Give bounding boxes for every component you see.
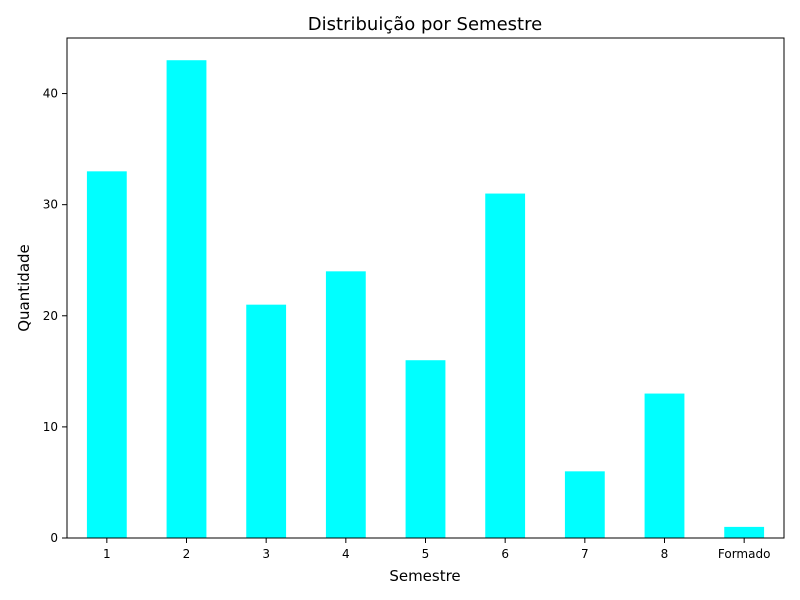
- x-tick-label: 2: [183, 547, 191, 561]
- bar-4: [325, 271, 366, 538]
- x-tick-label: Formado: [718, 547, 771, 561]
- x-tick-label: 6: [501, 547, 509, 561]
- y-axis-label: Quantidade: [15, 244, 33, 332]
- bar-2: [166, 60, 207, 538]
- y-tick-label: 30: [43, 198, 58, 212]
- bar-Formado: [724, 526, 765, 538]
- x-axis-label: Semestre: [389, 567, 460, 585]
- y-tick-label: 0: [50, 531, 58, 545]
- x-tick-label: 3: [262, 547, 270, 561]
- y-tick-label: 40: [43, 87, 58, 101]
- y-axis-ticks: 0 10 20 30 40: [43, 87, 67, 545]
- x-axis-ticks: 1 2 3 4 5 6 7 8 Formado: [103, 538, 770, 561]
- x-tick-label: 8: [661, 547, 669, 561]
- bar-5: [405, 360, 446, 538]
- bar-7: [564, 471, 605, 538]
- x-tick-label: 4: [342, 547, 350, 561]
- bar-1: [86, 171, 127, 539]
- bars-group: [86, 60, 765, 539]
- chart-title: Distribuição por Semestre: [308, 14, 542, 35]
- bar-8: [644, 393, 685, 538]
- x-tick-label: 1: [103, 547, 111, 561]
- bar-3: [246, 304, 287, 538]
- x-tick-label: 5: [422, 547, 430, 561]
- y-tick-label: 20: [43, 309, 58, 323]
- x-tick-label: 7: [581, 547, 589, 561]
- y-tick-label: 10: [43, 420, 58, 434]
- bar-6: [485, 193, 526, 539]
